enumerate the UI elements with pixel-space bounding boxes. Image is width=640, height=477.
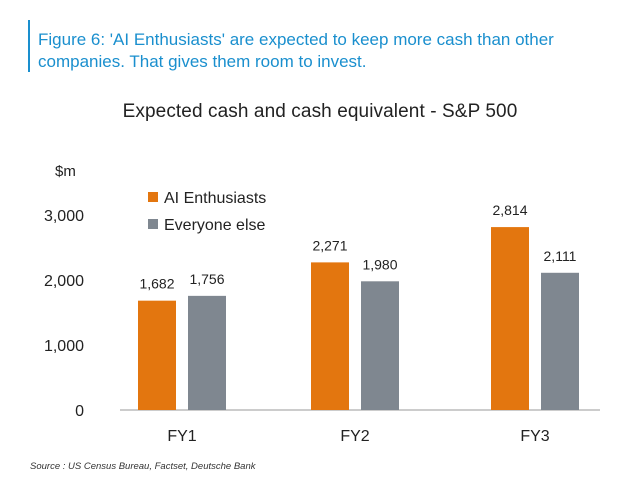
- y-tick-label: 3,000: [44, 208, 84, 225]
- bar-value-label: 2,111: [544, 248, 577, 264]
- x-tick-label: FY3: [520, 428, 549, 445]
- legend-label: Everyone else: [164, 217, 265, 234]
- y-tick-label: 0: [75, 403, 84, 420]
- x-tick-label: FY2: [340, 428, 369, 445]
- bar-ai-enthusiasts-fy2: [311, 262, 349, 410]
- legend-swatch: [148, 192, 158, 202]
- bar-everyone-else-fy2: [361, 281, 399, 410]
- x-tick-label: FY1: [167, 428, 196, 445]
- chart-title: Expected cash and cash equivalent - S&P …: [122, 101, 518, 122]
- legend-swatch: [148, 219, 158, 229]
- figure-caption-box: Figure 6: 'AI Enthusiasts' are expected …: [28, 20, 626, 72]
- bar-ai-enthusiasts-fy3: [491, 227, 529, 410]
- bar-value-label: 1,980: [362, 256, 397, 272]
- y-axis-unit-label: $m: [55, 163, 76, 180]
- y-tick-label: 1,000: [44, 338, 84, 355]
- bar-value-label: 1,682: [139, 276, 174, 292]
- bar-value-label: 2,814: [492, 202, 527, 218]
- bar-value-label: 2,271: [312, 237, 347, 253]
- bar-everyone-else-fy3: [541, 272, 579, 410]
- bar-value-label: 1,756: [189, 271, 224, 287]
- legend-label: AI Enthusiasts: [164, 190, 266, 207]
- bar-everyone-else-fy1: [188, 295, 226, 410]
- y-tick-label: 2,000: [44, 273, 84, 290]
- bar-ai-enthusiasts-fy1: [138, 300, 176, 410]
- source-note: Source : US Census Bureau, Factset, Deut…: [30, 461, 256, 472]
- figure-caption: Figure 6: 'AI Enthusiasts' are expected …: [38, 30, 554, 71]
